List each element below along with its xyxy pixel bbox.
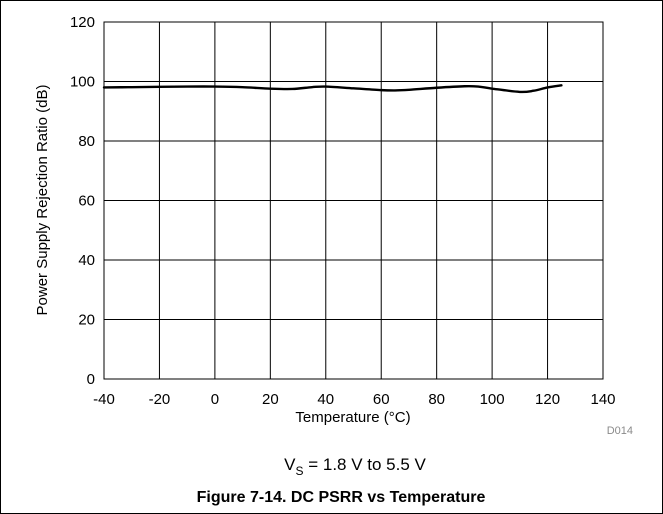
y-tick-label: 20 [78,312,95,329]
grid [104,22,603,379]
condition-symbol: V [284,455,296,474]
y-tick-label: 120 [70,14,95,31]
test-condition: VS = 1.8 V to 5.5 V [284,455,426,478]
figure-caption: Figure 7-14. DC PSRR vs Temperature [197,489,486,506]
y-tick-label: 80 [78,133,95,150]
x-tick-label: 80 [428,391,445,408]
x-tick-label: 40 [317,391,334,408]
x-tick-label: 140 [590,391,615,408]
x-axis-label: Temperature (°C) [295,409,410,426]
y-tick-label: 100 [70,74,95,91]
x-tick-labels: -40 -20 0 20 40 60 80 100 120 140 [93,391,615,408]
series-group [102,84,563,94]
psrr-series-line [102,84,563,94]
x-tick-label: -40 [93,391,115,408]
y-tick-label: 0 [87,371,95,388]
figure-code: D014 [607,425,633,437]
x-tick-label: 100 [480,391,505,408]
x-tick-label: 20 [262,391,279,408]
x-tick-label: -20 [149,391,171,408]
x-tick-label: 0 [211,391,219,408]
x-tick-label: 60 [373,391,390,408]
y-tick-label: 60 [78,193,95,210]
y-axis-label: Power Supply Rejection Ratio (dB) [34,85,51,316]
condition-subscript: S [295,464,303,478]
y-tick-labels: 0 20 40 60 80 100 120 [70,14,95,388]
y-tick-label: 40 [78,252,95,269]
plot-area [103,21,604,380]
condition-value: = 1.8 V to 5.5 V [303,455,426,474]
x-tick-label: 120 [535,391,560,408]
